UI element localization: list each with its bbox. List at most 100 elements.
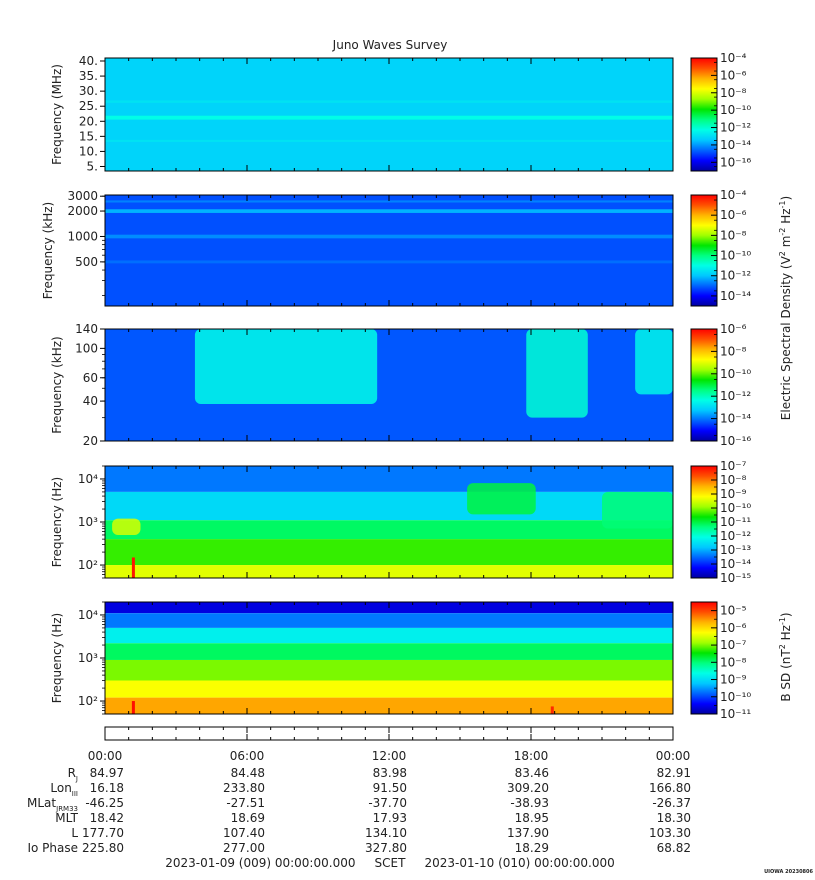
ephemeris-value: -46.25 (85, 796, 124, 810)
ephemeris-value: 84.97 (90, 766, 124, 780)
panel-hfr-high: 5.10.15.20.25.30.35.40. Frequency (MHz) (50, 54, 674, 173)
ephemeris-value: 16.18 (90, 781, 124, 795)
ephemeris-value: 277.00 (223, 841, 265, 855)
heatmap-layer (105, 659, 673, 681)
heatmap-patch (635, 329, 673, 395)
heatmap-patch (602, 491, 673, 529)
heatmap-layer (105, 680, 673, 698)
y-axis-label: Frequency (kHz) (50, 336, 64, 433)
colorbar-tick-label: 10⁻⁶ (720, 68, 747, 82)
ephemeris-value: 83.46 (515, 766, 549, 780)
colorbars: 10⁻¹⁶10⁻¹⁴10⁻¹²10⁻¹⁰10⁻⁸10⁻⁶10⁻⁴10⁻¹⁴10⁻… (690, 51, 751, 721)
colorbar-tick-label: 10⁻⁴ (720, 51, 747, 65)
colorbar-tick-label: 10⁻¹² (720, 121, 751, 135)
ephemeris-value: 309.20 (507, 781, 549, 795)
colorbar-tick-label: 10⁻⁴ (720, 188, 747, 202)
y-tick-label: 25. (79, 99, 98, 113)
colorbar-tick-label: 10⁻⁵ (720, 604, 747, 618)
spectrogram-panels: 5.10.15.20.25.30.35.40. Frequency (MHz) 50… (41, 54, 674, 715)
heatmap-patch (467, 483, 536, 515)
y-axis-label: Frequency (Hz) (50, 613, 64, 704)
colorbar-tick-label: 10⁻⁸ (720, 655, 747, 669)
y-tick-label: 30. (79, 84, 98, 98)
colorbar-tick-label: 10⁻¹⁵ (720, 571, 751, 585)
ephemeris-value: 82.91 (657, 766, 691, 780)
panel-lfr-high: 20 40 60 100 140 Frequency (kHz) (50, 322, 674, 448)
colorbar-tick-label: 10⁻⁶ (720, 322, 747, 336)
heatmap-band (105, 209, 673, 213)
time-label: 12:00 (372, 749, 407, 763)
y-tick-label: 35. (79, 69, 98, 83)
colorbar-hfr-low: 10⁻¹⁴ 10⁻¹² 10⁻¹⁰ 10⁻⁸ 10⁻⁶ 10⁻⁴ (690, 188, 751, 307)
y-tick-label: 20. (79, 114, 98, 128)
heatmap-band (105, 100, 673, 103)
colorbar-tick-label: 10⁻¹⁶ (720, 155, 751, 169)
heatmap-background (105, 58, 673, 171)
y-tick-label: 10. (79, 144, 98, 158)
heatmap-layer (105, 627, 673, 644)
colorbar-tick-label: 10⁻⁹ (720, 673, 747, 687)
colorbar-tick-label: 10⁻¹⁰ (720, 103, 751, 117)
colorbar-lfr-low: 10⁻¹⁵10⁻¹⁴10⁻¹³10⁻¹²10⁻¹¹10⁻¹⁰10⁻⁹10⁻⁸10… (690, 459, 751, 585)
y-tick-label: 10³ (78, 515, 98, 529)
colorbar-ramp (690, 194, 718, 307)
heatmap-layer (105, 491, 673, 521)
colorbar-tick-label: 10⁻¹² (720, 269, 751, 283)
y-tick-label: 40. (79, 54, 98, 68)
colorbar-tick-label: 10⁻¹⁶ (720, 434, 751, 448)
y-tick-label: 2000 (67, 204, 98, 218)
y-tick-label: 10⁴ (78, 608, 98, 622)
ephemeris-value: 225.80 (82, 841, 124, 855)
heatmap-spike (131, 557, 135, 578)
colorbar-tick-label: 10⁻⁸ (720, 344, 747, 358)
ephemeris-value: 91.50 (373, 781, 407, 795)
chart-title: Juno Waves Survey (332, 38, 448, 52)
ephemeris-row-label: Io Phase (27, 841, 78, 855)
y-tick-label: 60 (83, 371, 98, 385)
y-tick-label: 3000 (67, 189, 98, 203)
colorbar-tick-label: 10⁻⁶ (720, 621, 747, 635)
y-tick-label: 10³ (78, 651, 98, 665)
heatmap-spike (131, 701, 135, 714)
time-axis-box (104, 726, 674, 741)
ephemeris-value: 107.40 (223, 826, 265, 840)
heatmap-patch (526, 329, 588, 418)
y-tick-label: 5. (87, 159, 98, 173)
ephemeris-value: 17.93 (373, 811, 407, 825)
ephemeris-value: 18.29 (515, 841, 549, 855)
colorbar-tick-label: 10⁻⁶ (720, 208, 747, 222)
colorbar-tick-label: 10⁻⁷ (720, 638, 747, 652)
heatmap-background (105, 195, 673, 306)
heatmap-band (105, 260, 673, 264)
scet-footer: 2023-01-09 (009) 00:00:00.000 SCET 2023-… (165, 856, 615, 870)
heatmap-layer (105, 643, 673, 660)
ephemeris-value: 18.95 (515, 811, 549, 825)
y-tick-label: 15. (79, 129, 98, 143)
colorbar-ramp (690, 57, 718, 172)
ephemeris-value: 18.69 (231, 811, 265, 825)
heatmap-band (105, 139, 673, 142)
colorbar-tick-label: 10⁻⁷ (720, 459, 747, 473)
colorbar-tick-label: 10⁻¹¹ (720, 515, 751, 529)
y-axis-label: Frequency (kHz) (41, 202, 55, 299)
ephemeris-value: 327.80 (365, 841, 407, 855)
ephemeris-value: 83.98 (373, 766, 407, 780)
ephemeris-value: 18.30 (657, 811, 691, 825)
colorbar-tick-label: 10⁻¹¹ (720, 707, 751, 721)
time-label: 18:00 (514, 749, 549, 763)
ephemeris-value: -37.70 (368, 796, 407, 810)
ephemeris-value: 134.10 (365, 826, 407, 840)
heatmap-patch (112, 518, 141, 535)
heatmap-patch (194, 329, 378, 405)
colorbar-tick-label: 10⁻¹² (720, 529, 751, 543)
colorbar-tick-label: 10⁻¹⁴ (720, 557, 751, 571)
colorbar-tick-label: 10⁻¹⁰ (720, 690, 751, 704)
colorbar-tick-label: 10⁻¹² (720, 389, 751, 403)
y-axis-label: Frequency (MHz) (50, 64, 64, 165)
heatmap-layer (105, 613, 673, 628)
colorbar-hfr-high: 10⁻¹⁶ 10⁻¹⁴ 10⁻¹² 10⁻¹⁰ 10⁻⁸ 10⁻⁶ 10⁻⁴ (690, 51, 751, 172)
y-tick-label: 20 (83, 434, 98, 448)
colorbar-tick-label: 10⁻¹⁰ (720, 501, 751, 515)
time-label: 00:00 (88, 749, 123, 763)
